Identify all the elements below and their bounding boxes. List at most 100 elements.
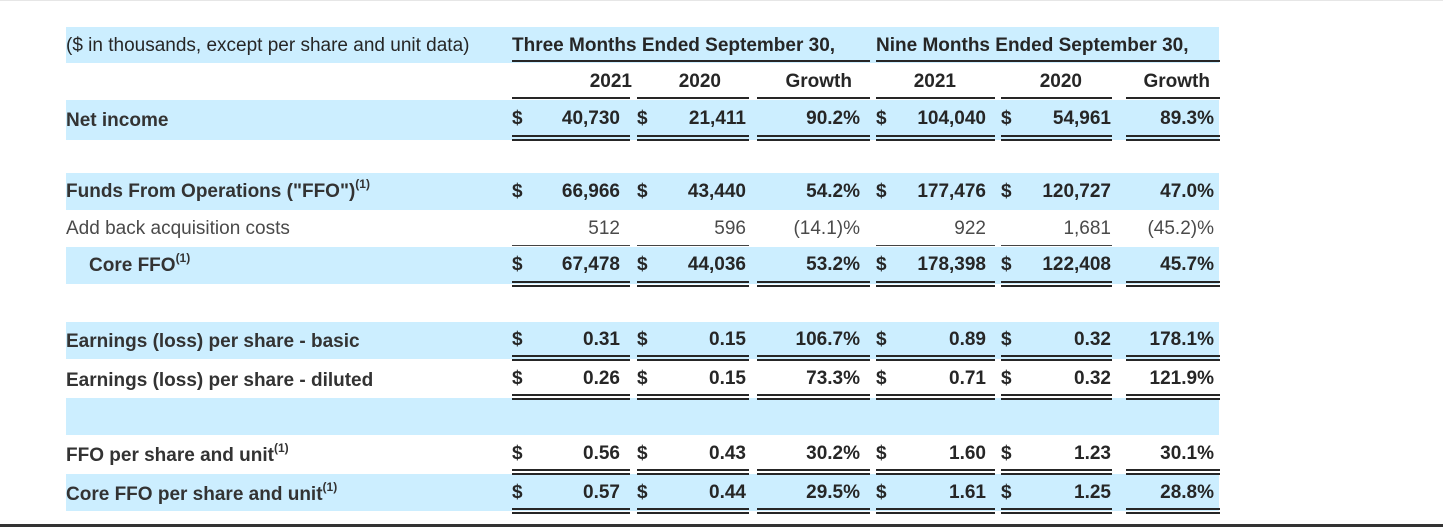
col-header-2021-9m: 2021 [913,71,956,92]
cell-value: 30.1% [1160,443,1214,464]
double-underline [512,355,630,361]
dollar-sign: $ [1001,482,1012,503]
row-label-net-income: Net income [66,110,169,131]
double-underline [637,281,749,287]
cell-value: 28.8% [1160,482,1214,503]
footnote-marker: (1) [175,250,191,265]
dollar-sign: $ [876,329,887,350]
double-underline [757,394,870,400]
double-underline [757,355,870,361]
cell-value: 121.9% [1149,368,1214,389]
col-underline [757,97,870,99]
dollar-sign: $ [876,254,887,275]
cell-value: 596 [714,218,746,239]
cell-value: 178.1% [1149,329,1214,350]
double-underline [757,135,870,141]
row-label-ffo-per-share: FFO per share and unit(1) [66,440,289,466]
cell-value: 1.23 [1074,443,1111,464]
double-underline [637,469,749,475]
row-stripe-ffo [66,173,1219,210]
three-months-underline [512,60,870,62]
double-underline [876,469,995,475]
row-label-core-ffo-per-share: Core FFO per share and unit(1) [66,479,338,505]
double-underline [1126,281,1220,287]
col-underline [876,97,995,99]
cell-value: 178,398 [917,254,986,275]
dollar-sign: $ [1001,108,1012,129]
row-label-eps-diluted: Earnings (loss) per share - diluted [66,370,374,391]
footnote-marker: (1) [355,176,370,191]
col-header-2021-q: 2021 [589,71,632,92]
cell-value: 1,681 [1063,218,1111,239]
double-underline [512,281,630,287]
row-label-acquisition-costs: Add back acquisition costs [66,218,290,239]
double-underline [757,508,870,514]
cell-value: 1.61 [949,482,986,503]
units-note: ($ in thousands, except per share and un… [66,35,470,56]
col-underline [512,97,630,99]
dollar-sign: $ [876,482,887,503]
double-underline [1126,508,1220,514]
cell-value: 40,730 [561,108,620,129]
dollar-sign: $ [1001,181,1012,202]
double-underline [637,394,749,400]
dollar-sign: $ [512,368,523,389]
dollar-sign: $ [637,181,648,202]
cell-value: 67,478 [561,254,620,275]
cell-value: 0.31 [583,329,620,350]
cell-value: 45.7% [1160,254,1214,275]
row-stripe-core-ffo-per-share [66,474,1219,511]
double-underline [1001,469,1112,475]
cell-value: 1.60 [949,443,986,464]
cell-value: 0.57 [583,482,620,503]
cell-value: 120,727 [1042,181,1111,202]
nine-months-underline [876,60,1220,62]
subtotal-underline [876,245,995,246]
dollar-sign: $ [1001,368,1012,389]
col-underline [1126,97,1220,99]
cell-value: 0.89 [949,329,986,350]
dollar-sign: $ [637,368,648,389]
col-header-2020-q: 2020 [678,71,721,92]
double-underline [512,469,630,475]
top-border [0,0,1443,1]
row-stripe-core-ffo [66,247,1219,284]
double-underline [876,508,995,514]
double-underline [757,469,870,475]
dollar-sign: $ [637,329,648,350]
cell-value: 90.2% [806,108,860,129]
dollar-sign: $ [637,482,648,503]
subtotal-underline [1001,245,1112,246]
nine-months-header: Nine Months Ended September 30, [876,35,1189,56]
double-underline [1001,394,1112,400]
double-underline [1126,469,1220,475]
dollar-sign: $ [512,108,523,129]
double-underline [512,394,630,400]
cell-value: 177,476 [917,181,986,202]
cell-value: 54,961 [1052,108,1111,129]
dollar-sign: $ [876,368,887,389]
row-stripe-spacer [66,398,1219,435]
double-underline [1001,281,1112,287]
dollar-sign: $ [637,108,648,129]
bottom-border [0,524,1443,527]
cell-value: 30.2% [806,443,860,464]
col-header-growth-q: Growth [785,71,853,92]
cell-value: 0.15 [709,329,746,350]
double-underline [1001,135,1112,141]
double-underline [1126,394,1220,400]
dollar-sign: $ [512,254,523,275]
cell-value: 21,411 [688,108,746,129]
double-underline [757,281,870,287]
double-underline [512,508,630,514]
cell-value: 73.3% [806,368,860,389]
cell-value: 922 [954,218,986,239]
three-months-header: Three Months Ended September 30, [512,35,836,56]
double-underline [1126,135,1220,141]
subtotal-underline [637,245,749,246]
subtotal-underline [512,245,630,246]
cell-value: 66,966 [561,181,620,202]
cell-value: 512 [588,218,620,239]
cell-value: (45.2)% [1147,218,1214,239]
dollar-sign: $ [512,181,523,202]
